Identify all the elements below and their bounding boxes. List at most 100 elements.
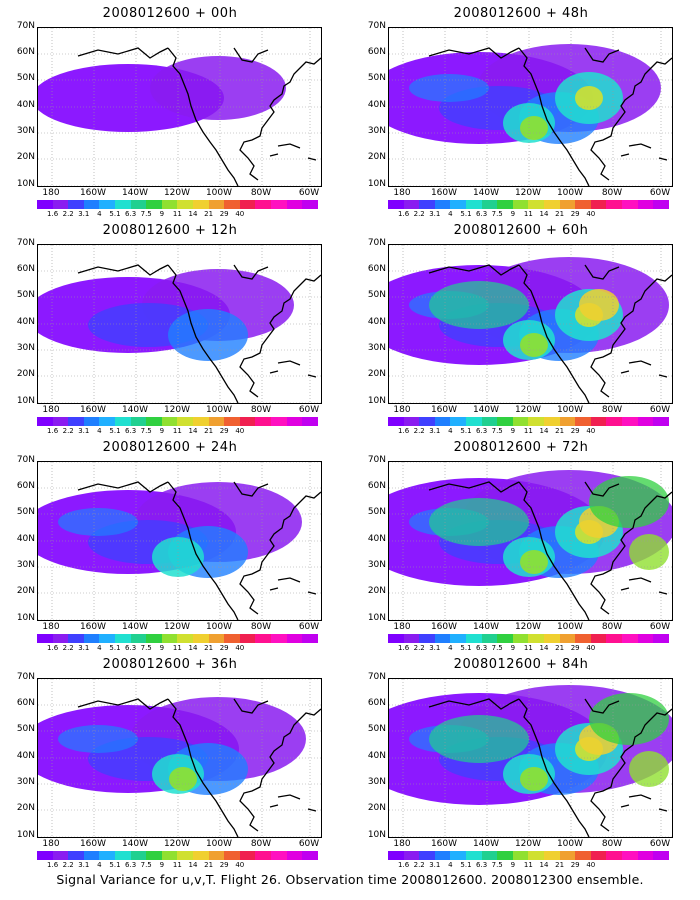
lat-tick-label: 60N [16,481,35,491]
colorbar-swatch [208,634,225,643]
colorbar-label: 21 [204,861,214,869]
colorbar-swatch [130,851,147,860]
colorbar [388,634,669,643]
colorbar-swatch [146,851,162,860]
map-plot [37,244,322,404]
gridlines [38,245,321,403]
lon-tick-label: 60W [298,188,320,198]
colorbar-swatch [450,417,466,426]
colorbar-label: 2.2 [62,210,74,218]
colorbar-swatch [434,851,451,860]
colorbar-swatch [590,634,607,643]
colorbar-swatch [465,200,482,209]
lon-tick-label: 80W [250,622,272,632]
colorbar-swatch [559,634,576,643]
colorbar [388,851,669,860]
colorbar-swatch [177,417,193,426]
lon-tick-label: 180 [393,405,411,415]
colorbar-swatch [590,417,607,426]
colorbar-swatch [37,634,53,643]
colorbar-label: 3.1 [78,427,90,435]
lon-tick-label: 100W [205,188,233,198]
colorbar-label: 11 [172,427,182,435]
colorbar-swatch [497,200,513,209]
colorbar-swatch [434,200,451,209]
colorbar-swatch [83,417,100,426]
colorbar-label: 9 [510,427,516,435]
lat-tick-label: 40N [16,100,35,110]
colorbar-label: 29 [219,210,229,218]
colorbar-label: 3.1 [78,644,90,652]
lon-tick-label: 180 [42,405,60,415]
colorbar-label: 6.3 [476,861,488,869]
colorbar-label: 5.1 [460,861,472,869]
gridlines [38,462,321,620]
colorbar-swatch [419,634,435,643]
colorbar-swatch [388,417,404,426]
map-plot [37,27,322,187]
colorbar-swatch [419,851,435,860]
colorbar-swatch [497,634,513,643]
colorbar-swatch [481,417,498,426]
colorbar-swatch [161,200,178,209]
colorbar-label: 7.5 [491,427,503,435]
map-plot [388,27,673,187]
colorbar-label: 40 [235,644,245,652]
lat-tick-label: 50N [367,507,386,517]
colorbar-label: 14 [188,644,198,652]
coastlines [428,264,672,403]
colorbar-label: 3.1 [429,427,441,435]
lon-tick-label: 100W [556,405,584,415]
lon-tick-label: 80W [250,839,272,849]
lat-tick-label: 70N [16,238,35,248]
colorbar-label: 21 [555,210,565,218]
coastlines [77,264,321,403]
lon-tick-label: 60W [298,622,320,632]
colorbar-label: 9 [510,861,516,869]
colorbar-swatch [161,417,178,426]
lat-tick-label: 20N [367,586,386,596]
lon-tick-label: 60W [649,622,671,632]
lon-tick-label: 120W [514,839,542,849]
lat-tick-label: 10N [16,613,35,623]
colorbar-label: 11 [172,210,182,218]
lat-tick-label: 30N [367,343,386,353]
colorbar-swatch [224,200,240,209]
colorbar-swatch [481,200,498,209]
map-panel: 2008012600 + 12h 70N 60N 50N 40N 30N 20N 10N 18… [5,223,335,435]
colorbar-label: 21 [555,861,565,869]
lat-tick-label: 40N [367,534,386,544]
lat-tick-label: 10N [16,179,35,189]
colorbar-swatch [239,200,256,209]
lat-tick-label: 70N [16,455,35,465]
colorbar-label: 7.5 [491,861,503,869]
colorbar-label: 21 [555,427,565,435]
colorbar-label: 5.1 [109,427,121,435]
lat-tick-label: 20N [16,803,35,813]
colorbar-label: 40 [235,210,245,218]
colorbar-swatch [606,851,622,860]
lon-tick-label: 80W [601,188,623,198]
coastlines [428,481,672,620]
colorbar-swatch [512,634,529,643]
colorbar-label: 29 [570,427,580,435]
colorbar-swatch [528,634,544,643]
colorbar-label: 40 [586,644,596,652]
colorbar-swatch [68,634,84,643]
colorbar-swatch [177,851,193,860]
map-plot [37,461,322,621]
lon-tick-label: 120W [514,188,542,198]
lon-tick-label: 180 [42,622,60,632]
colorbar-label: 40 [586,427,596,435]
colorbar-swatch [270,851,287,860]
colorbar-label: 14 [188,427,198,435]
colorbar-label: 2.2 [413,861,425,869]
colorbar-label: 4 [448,644,453,652]
lat-tick-label: 40N [16,534,35,544]
lat-tick-label: 30N [367,560,386,570]
colorbar-swatch [177,634,193,643]
colorbar-swatch [653,851,669,860]
colorbar-label: 7.5 [491,644,503,652]
lat-tick-label: 60N [367,481,386,491]
colorbar-swatch [637,417,654,426]
